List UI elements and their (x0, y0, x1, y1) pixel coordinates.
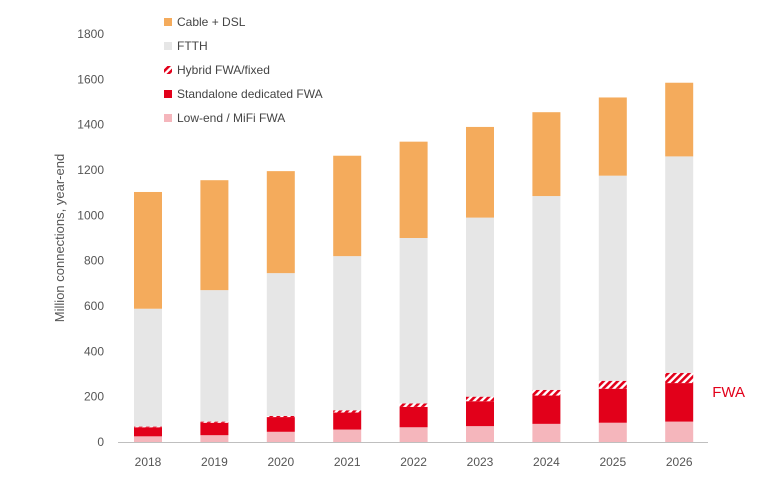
y-tick-label: 1000 (77, 208, 104, 222)
legend-swatch-ftth (164, 42, 172, 50)
y-axis-title: Million connections, year-end (52, 154, 67, 322)
y-tick-label: 600 (84, 299, 104, 313)
bar-segment-ftth (266, 273, 295, 416)
bar-segment-standalone-dedicated-fwa (200, 422, 229, 436)
bar-segment-standalone-dedicated-fwa (134, 427, 162, 437)
bar-segment-cable-dsl (266, 171, 295, 274)
bar-segment-low-end-mifi-fwa (333, 429, 362, 442)
x-tick-label: 2024 (533, 455, 560, 469)
bar-segment-cable-dsl (134, 191, 162, 309)
y-tick-label: 0 (97, 435, 104, 449)
x-tick-label: 2022 (400, 455, 427, 469)
annotations: FWA (712, 384, 745, 401)
x-tick-label: 2025 (599, 455, 626, 469)
bar-segment-ftth (399, 238, 428, 404)
bar-segment-hybrid-fwa-fixed (598, 380, 627, 389)
bar-segment-low-end-mifi-fwa (134, 436, 162, 442)
bar-segment-standalone-dedicated-fwa (333, 412, 362, 430)
legend-label-low-end-mifi-fwa: Low-end / MiFi FWA (177, 111, 285, 125)
bar-segment-cable-dsl (333, 155, 362, 257)
bar-segment-low-end-mifi-fwa (200, 435, 229, 442)
bar-segment-standalone-dedicated-fwa (466, 401, 494, 427)
x-tick-label: 2018 (135, 455, 162, 469)
y-tick-label: 1600 (77, 72, 104, 86)
bar-segment-hybrid-fwa-fixed (665, 372, 694, 384)
legend-swatch-hybrid-fwa-fixed (164, 66, 172, 74)
bar-segment-cable-dsl (532, 112, 561, 197)
x-tick-label: 2026 (666, 455, 693, 469)
bar-segment-low-end-mifi-fwa (598, 422, 627, 442)
legend: Cable + DSL FTTH Hybrid FWA/fixed Standalon… (164, 15, 323, 125)
bar-segment-cable-dsl (399, 141, 428, 238)
bars (134, 82, 694, 442)
legend-swatch-low-end-mifi-fwa (164, 114, 172, 122)
bar-segment-ftth (200, 290, 229, 422)
bar-segment-ftth (466, 217, 494, 397)
x-tick-label: 2021 (334, 455, 361, 469)
bar-segment-hybrid-fwa-fixed (532, 389, 561, 396)
y-tick-label: 400 (84, 344, 104, 358)
y-tick-label: 800 (84, 254, 104, 268)
bar-segment-cable-dsl (200, 180, 229, 291)
bar-segment-low-end-mifi-fwa (532, 423, 561, 442)
legend-swatch-cable-dsl (164, 18, 172, 26)
x-tick-label: 2023 (467, 455, 494, 469)
bar-segment-ftth (665, 156, 694, 373)
y-tick-label: 200 (84, 390, 104, 404)
legend-label-ftth: FTTH (177, 39, 208, 53)
y-tick-label: 1200 (77, 163, 104, 177)
y-tick-label: 1400 (77, 118, 104, 132)
bar-segment-hybrid-fwa-fixed (399, 403, 428, 407)
bar-segment-standalone-dedicated-fwa (665, 383, 694, 422)
bar-segment-standalone-dedicated-fwa (598, 388, 627, 423)
bar-segment-ftth (134, 308, 162, 427)
fwa-annotation: FWA (712, 384, 745, 401)
legend-swatch-standalone-dedicated-fwa (164, 90, 172, 98)
bar-segment-standalone-dedicated-fwa (532, 395, 561, 424)
bar-segment-hybrid-fwa-fixed (466, 396, 494, 402)
bar-segment-ftth (532, 196, 561, 390)
legend-label-cable-dsl: Cable + DSL (177, 15, 246, 29)
bar-segment-low-end-mifi-fwa (399, 427, 428, 442)
x-tick-label: 2019 (201, 455, 228, 469)
x-tick-label: 2020 (267, 455, 294, 469)
bar-segment-cable-dsl (466, 126, 494, 218)
bar-segment-cable-dsl (598, 97, 627, 176)
bar-segment-ftth (598, 175, 627, 381)
y-axis: 0 200 400 600 800 1000 1200 1400 1600 1800 (77, 27, 104, 449)
x-axis: 2018 2019 2020 2021 2022 2023 2024 2025 2026 (118, 442, 708, 469)
legend-label-hybrid-fwa-fixed: Hybrid FWA/fixed (177, 63, 270, 77)
bar-segment-standalone-dedicated-fwa (266, 417, 295, 432)
bar-segment-low-end-mifi-fwa (266, 431, 295, 442)
bar-segment-cable-dsl (665, 82, 694, 157)
legend-label-standalone-dedicated-fwa: Standalone dedicated FWA (177, 87, 323, 101)
bar-segment-hybrid-fwa-fixed (266, 415, 295, 418)
bar-segment-hybrid-fwa-fixed (333, 410, 362, 413)
y-tick-label: 1800 (77, 27, 104, 41)
bar-segment-standalone-dedicated-fwa (399, 406, 428, 428)
bar-segment-hybrid-fwa-fixed (134, 426, 162, 428)
bar-segment-hybrid-fwa-fixed (200, 421, 229, 423)
bar-segment-ftth (333, 256, 362, 411)
bar-segment-low-end-mifi-fwa (665, 421, 694, 442)
bar-segment-low-end-mifi-fwa (466, 426, 494, 442)
